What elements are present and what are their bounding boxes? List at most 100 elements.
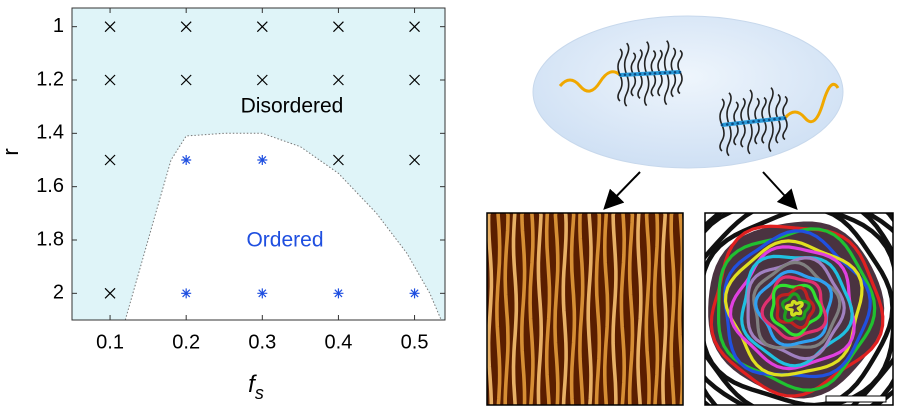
data-point (333, 154, 344, 166)
side-chain (637, 73, 643, 99)
backbone-bead (648, 72, 652, 75)
side-chain (663, 72, 670, 106)
stripe (487, 213, 494, 405)
backbone-bead (668, 71, 672, 74)
phase-boundary (124, 132, 442, 321)
micelle-ellipse (532, 15, 844, 169)
backbone-bead (663, 71, 667, 75)
backbone-bead (762, 119, 766, 122)
color-ring (784, 299, 804, 317)
data-point (104, 74, 116, 86)
side-chain (782, 95, 788, 119)
data-point (257, 288, 268, 299)
stripe (611, 213, 618, 405)
stripe (661, 213, 668, 405)
region-label: Disordered (241, 95, 344, 118)
backbone-bead (752, 120, 755, 123)
y-tick-label: 1.2 (36, 68, 64, 90)
stripe (519, 213, 527, 405)
side-chain (643, 73, 650, 107)
side-chain (768, 119, 774, 153)
image-frame (704, 212, 894, 406)
polymer-tail (558, 70, 622, 93)
backbone-bead (643, 72, 647, 76)
polymer-tail (783, 82, 840, 124)
x-label-main: f (248, 371, 257, 398)
stripe (677, 213, 683, 405)
stripe (553, 213, 560, 405)
stripe (528, 213, 535, 405)
data-point (333, 74, 344, 86)
backbone-bead (658, 71, 662, 75)
stripe (569, 213, 577, 405)
backbone-bead (628, 73, 632, 76)
color-ring (728, 245, 856, 371)
side-chain (623, 42, 630, 75)
backbone-bead (678, 70, 682, 74)
x-tick-label: 0.4 (325, 331, 353, 353)
backbone-bead (673, 70, 677, 74)
side-chain (677, 49, 683, 73)
stripe (561, 213, 568, 405)
side-chain (630, 73, 637, 97)
stripe (544, 213, 552, 405)
y-axis-label: r (0, 148, 23, 155)
x-tick-label: 0.3 (248, 331, 276, 353)
stripe (619, 213, 627, 405)
side-chain (623, 74, 630, 107)
region-label: Ordered (246, 229, 323, 252)
scale-bar (825, 395, 887, 403)
polymer-sketch (558, 40, 840, 157)
phase-diagram: 0.1 0.2 0.3 0.4 0.5 1 1.2 1.4 1.6 1.8 2 fs r Disorder… (0, 7, 446, 403)
y-tick-label: 1.8 (36, 228, 64, 250)
side-chain (733, 123, 739, 146)
stripe (586, 213, 593, 405)
side-chain (670, 71, 677, 98)
region-inside (125, 133, 442, 320)
x-tick-label: 0.2 (172, 331, 200, 353)
stripe (627, 213, 635, 405)
backbone-bead (623, 73, 627, 77)
side-chain (768, 87, 774, 120)
data-point (409, 288, 420, 299)
stripe (503, 213, 510, 405)
side-chain (726, 92, 732, 125)
data-point (104, 21, 116, 33)
backbone-bead (653, 71, 657, 75)
backbone-bead (741, 121, 745, 124)
stripe (495, 213, 502, 405)
backbone-bead (720, 123, 724, 127)
color-ring (709, 224, 885, 398)
y-tick-label: 1.4 (36, 122, 64, 144)
arrow (603, 171, 641, 210)
side-chain (754, 120, 760, 145)
color-ring (754, 269, 833, 347)
data-point (333, 21, 344, 33)
side-chain (670, 47, 677, 73)
black-ring (705, 213, 893, 405)
side-chain (617, 48, 623, 76)
data-point (409, 154, 420, 166)
side-chain (761, 96, 767, 121)
side-chain (747, 121, 753, 155)
stripe (652, 213, 660, 405)
data-point (104, 154, 116, 166)
color-ring (780, 292, 811, 323)
side-chain (775, 93, 781, 120)
backbone-bead (778, 117, 782, 120)
backbone-bead (725, 123, 729, 126)
color-ring (760, 275, 828, 341)
data-point (180, 74, 192, 86)
side-chain (782, 117, 788, 141)
side-chain (637, 49, 643, 75)
side-chain (650, 72, 657, 97)
backbone-bead (633, 72, 637, 76)
data-point (257, 155, 268, 165)
backbone-bead (767, 118, 771, 122)
side-chain (630, 52, 637, 75)
side-chain (761, 119, 767, 144)
stripe (602, 213, 610, 405)
arrow (762, 171, 798, 210)
side-chain (719, 124, 725, 152)
y-tick-label: 2 (53, 282, 64, 304)
